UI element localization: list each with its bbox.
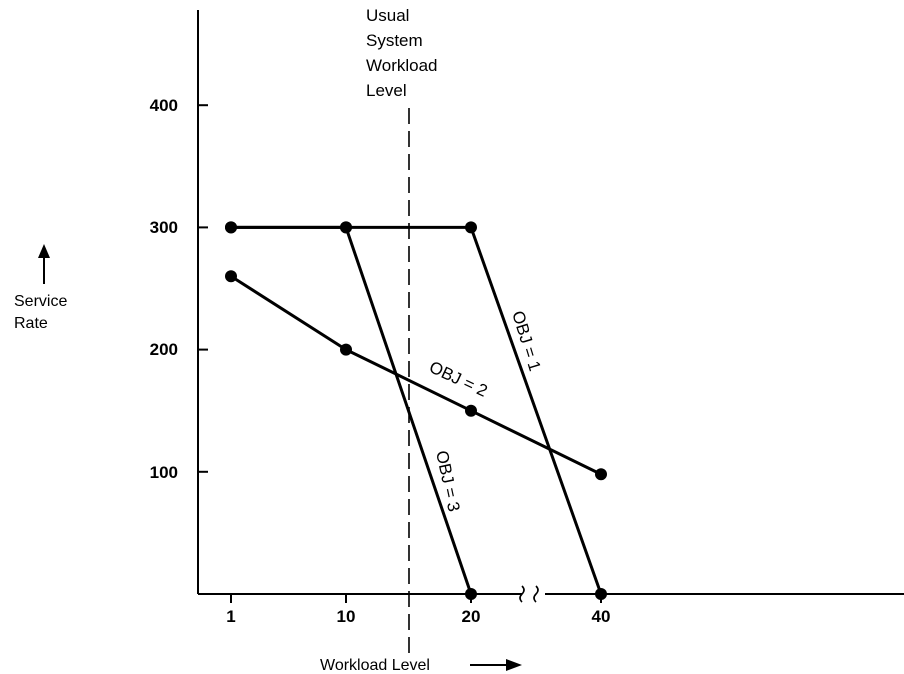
x-tick-marks <box>230 594 602 603</box>
y-tick-label-200: 200 <box>150 340 178 359</box>
series-line-obj-2 <box>230 275 602 476</box>
data-point-obj-2-2 <box>465 404 477 417</box>
data-point-obj-1-3 <box>595 588 607 600</box>
y-axis-label-line-2: Rate <box>14 315 48 332</box>
y-tick-label-100: 100 <box>150 463 178 482</box>
x-axis-label: Workload Level <box>320 657 430 674</box>
y-tick-marks <box>198 104 208 473</box>
x-tick-label-20: 20 <box>462 607 481 626</box>
y-axis-arrow <box>38 244 50 284</box>
x-axis-arrow <box>470 659 522 671</box>
y-axis-label-line-1: Service <box>14 293 67 310</box>
data-point-obj-1-2 <box>465 221 477 234</box>
y-tick-label-300: 300 <box>150 218 178 237</box>
usual-workload-label-line-4: Level <box>366 81 407 100</box>
y-tick-labels: 100 200 300 400 <box>150 96 178 482</box>
series-layer <box>225 221 607 600</box>
data-point-obj-2-1 <box>340 343 352 356</box>
axis-break-mark <box>519 585 539 603</box>
data-point-obj-3-0 <box>225 221 237 234</box>
usual-workload-label-line-3: Workload <box>366 56 438 75</box>
data-point-obj-3-1 <box>340 221 352 234</box>
usual-workload-label: Usual System Workload Level <box>366 6 438 100</box>
series-label-obj-1: OBJ = 1 <box>508 309 544 374</box>
data-point-obj-3-2 <box>465 588 477 600</box>
x-tick-label-1: 1 <box>226 607 235 626</box>
data-point-obj-2-3 <box>595 468 607 481</box>
data-point-obj-2-0 <box>225 270 237 283</box>
x-tick-labels: 1 10 20 40 <box>226 607 610 626</box>
usual-workload-label-line-1: Usual <box>366 6 409 25</box>
x-tick-label-40: 40 <box>592 607 611 626</box>
series-label-obj-3: OBJ = 3 <box>432 449 463 513</box>
x-tick-label-10: 10 <box>337 607 356 626</box>
y-tick-label-400: 400 <box>150 96 178 115</box>
series-line-obj-1 <box>231 225 603 595</box>
series-line-obj-3 <box>231 225 473 595</box>
usual-workload-label-line-2: System <box>366 31 423 50</box>
